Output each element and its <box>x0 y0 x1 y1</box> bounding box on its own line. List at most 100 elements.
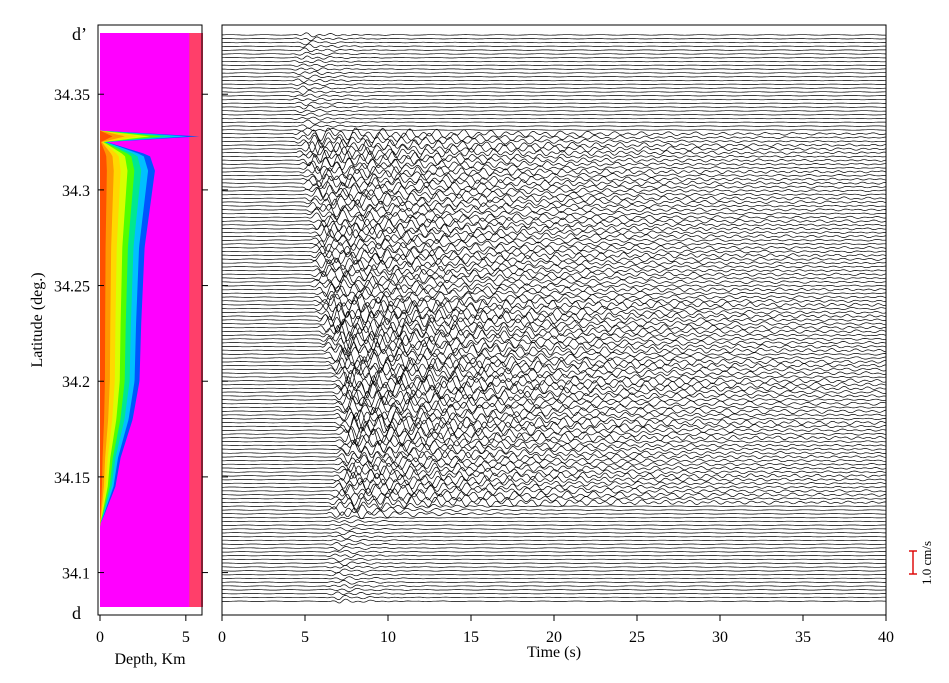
seismogram-trace <box>222 134 886 149</box>
latitude-tick-label: 34.15 <box>54 470 90 487</box>
amplitude-scale-bar: 1.0 cm/s <box>909 541 934 585</box>
time-tick-label: 35 <box>795 629 811 646</box>
latitude-tick-label: 34.1 <box>62 566 90 583</box>
seismogram-trace <box>222 420 886 440</box>
seismogram-trace <box>222 356 886 375</box>
time-tick-label: 5 <box>301 629 309 646</box>
seismogram-trace <box>222 542 886 547</box>
time-tick-label: 25 <box>629 629 645 646</box>
depth-tick-label: 0 <box>96 629 104 646</box>
seismogram-trace <box>222 411 886 429</box>
seismogram-trace <box>222 161 886 174</box>
seismogram-trace <box>222 139 886 153</box>
seismogram-y-ticks <box>222 93 228 574</box>
seismogram-trace <box>222 441 886 455</box>
seismogram-trace <box>222 504 886 516</box>
time-tick-label: 15 <box>463 629 479 646</box>
seismogram-trace <box>222 427 886 447</box>
seismogram-trace <box>222 36 886 42</box>
seismogram-trace <box>222 351 886 370</box>
seismogram-trace <box>222 93 886 98</box>
seismogram-trace <box>222 112 886 117</box>
time-tick-label: 0 <box>218 629 226 646</box>
seismogram-trace <box>222 426 886 445</box>
time-tick-label: 20 <box>546 629 562 646</box>
seismogram-trace <box>222 492 886 506</box>
seismogram-trace <box>222 315 886 334</box>
latitude-axis: 34.1 34.15 34.2 34.25 34.3 34.35 <box>54 87 208 583</box>
seismogram-trace <box>222 331 886 350</box>
seismogram-trace <box>222 290 886 305</box>
seismogram-trace <box>222 553 886 558</box>
seismogram-trace <box>222 82 886 86</box>
seismogram-trace <box>222 438 886 453</box>
seismogram-trace <box>222 157 886 172</box>
seismogram-trace <box>222 530 886 536</box>
seismogram-trace <box>222 70 886 75</box>
seismogram-trace <box>222 131 886 145</box>
seismogram-trace <box>222 523 886 528</box>
seismogram-trace <box>222 561 886 566</box>
seismogram-trace <box>222 571 886 577</box>
seismogram-trace <box>222 368 886 388</box>
seismogram-trace <box>222 245 886 259</box>
seismogram-trace <box>222 165 886 180</box>
seismogram-trace <box>222 406 886 425</box>
seismogram-trace <box>222 333 886 353</box>
latitude-axis-label: Latitude (deg.) <box>29 272 46 367</box>
seismogram-trace <box>222 119 886 125</box>
seismogram-trace <box>222 310 886 329</box>
seismogram-trace <box>222 380 886 398</box>
seismogram-trace <box>222 576 886 581</box>
seismogram-trace <box>222 515 886 520</box>
seismogram-trace <box>222 365 886 384</box>
seismogram-trace <box>222 40 886 46</box>
seismogram-trace <box>222 564 886 569</box>
seismogram-trace <box>222 63 886 67</box>
time-tick-label: 10 <box>380 629 396 646</box>
seismogram-trace <box>222 204 886 218</box>
depth-section-image <box>100 33 203 607</box>
seismogram-trace <box>222 341 886 361</box>
seismogram-trace <box>222 346 886 364</box>
seismogram-trace <box>222 323 886 341</box>
seismogram-trace <box>222 224 886 239</box>
scale-bar-label: 1.0 cm/s <box>919 541 934 585</box>
seismogram-trace <box>222 109 886 113</box>
seismogram-trace <box>222 389 886 408</box>
seismogram-trace <box>222 192 886 206</box>
seismogram-trace <box>222 395 886 413</box>
seismogram-trace <box>222 101 886 106</box>
seismogram-trace <box>222 507 886 520</box>
seismogram-trace <box>222 549 886 554</box>
seismogram-trace <box>222 591 886 596</box>
seismogram-trace <box>222 264 886 278</box>
seismogram-trace <box>222 89 886 95</box>
seismogram-trace <box>222 175 886 190</box>
latitude-tick-label: 34.35 <box>54 87 90 104</box>
seismogram-trace <box>222 78 886 83</box>
seismogram-trace <box>222 546 886 551</box>
seismogram-trace <box>222 282 886 298</box>
seismogram-trace <box>222 181 886 195</box>
seismogram-trace <box>222 74 886 79</box>
seismogram-trace <box>222 487 886 501</box>
seismogram-trace <box>222 124 886 129</box>
seismogram-trace <box>222 318 886 338</box>
seismogram-trace <box>222 168 886 182</box>
seismogram-trace <box>222 268 886 282</box>
top-end-label: d’ <box>72 24 87 44</box>
seismogram-panel: 0 5 10 15 20 25 30 35 40 Time (s) <box>218 24 894 661</box>
seismogram-trace <box>222 195 886 209</box>
seismogram-trace <box>222 234 886 248</box>
time-axis-label: Time (s) <box>527 644 581 661</box>
seismogram-trace <box>222 538 886 543</box>
seismogram-trace <box>222 598 886 604</box>
seismogram-trace <box>222 451 886 465</box>
seismogram-trace <box>222 382 886 400</box>
seismogram-trace <box>222 251 886 265</box>
